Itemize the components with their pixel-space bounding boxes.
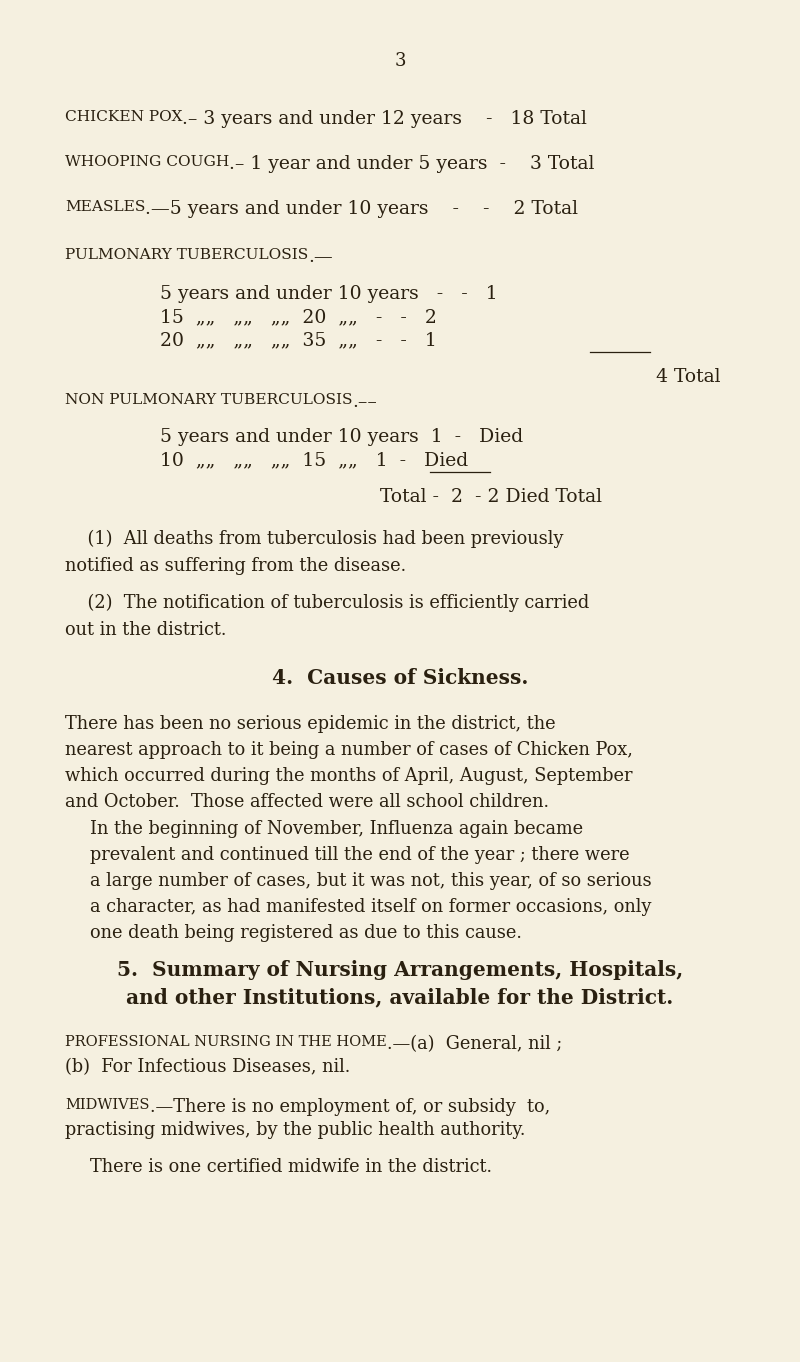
- Text: (1)  All deaths from tuberculosis had been previously
notified as suffering from: (1) All deaths from tuberculosis had bee…: [65, 530, 563, 575]
- Text: There is one certified midwife in the district.: There is one certified midwife in the di…: [90, 1158, 492, 1175]
- Text: WHOOPING COUGH: WHOOPING COUGH: [65, 155, 230, 169]
- Text: practising midwives, by the public health authority.: practising midwives, by the public healt…: [65, 1121, 526, 1139]
- Text: Total -  2  - 2 Died Total: Total - 2 - 2 Died Total: [380, 488, 602, 507]
- Text: 5 years and under 10 years  1  -   Died: 5 years and under 10 years 1 - Died: [160, 428, 523, 445]
- Text: PULMONARY TUBERCULOSIS: PULMONARY TUBERCULOSIS: [65, 248, 308, 262]
- Text: In the beginning of November, Influenza again became
prevalent and continued til: In the beginning of November, Influenza …: [90, 820, 652, 943]
- Text: and other Institutions, available for the District.: and other Institutions, available for th…: [126, 987, 674, 1007]
- Text: (b)  For Infectious Diseases, nil.: (b) For Infectious Diseases, nil.: [65, 1058, 350, 1076]
- Text: 5 years and under 10 years   -   -   1: 5 years and under 10 years - - 1: [160, 285, 498, 302]
- Text: NON PULMONARY TUBERCULOSIS: NON PULMONARY TUBERCULOSIS: [65, 394, 353, 407]
- Text: .—There is no employment of, or subsidy  to,: .—There is no employment of, or subsidy …: [150, 1098, 550, 1115]
- Text: 20  „„   „„   „„  35  „„   -   -   1: 20 „„ „„ „„ 35 „„ - - 1: [160, 331, 437, 349]
- Text: .––: .––: [353, 394, 378, 411]
- Text: .– 3 years and under 12 years    -   18 Total: .– 3 years and under 12 years - 18 Total: [182, 110, 587, 128]
- Text: .—: .—: [308, 248, 333, 266]
- Text: 15  „„   „„   „„  20  „„   -   -   2: 15 „„ „„ „„ 20 „„ - - 2: [160, 308, 437, 326]
- Text: 5.  Summary of Nursing Arrangements, Hospitals,: 5. Summary of Nursing Arrangements, Hosp…: [117, 960, 683, 981]
- Text: MEASLES: MEASLES: [65, 200, 146, 214]
- Text: There has been no serious epidemic in the district, the
nearest approach to it b: There has been no serious epidemic in th…: [65, 715, 633, 812]
- Text: MIDWIVES: MIDWIVES: [65, 1098, 150, 1111]
- Text: 4.  Causes of Sickness.: 4. Causes of Sickness.: [272, 667, 528, 688]
- Text: .– 1 year and under 5 years  -    3 Total: .– 1 year and under 5 years - 3 Total: [230, 155, 594, 173]
- Text: 4 Total: 4 Total: [656, 368, 721, 385]
- Text: 3: 3: [394, 52, 406, 69]
- Text: 10  „„   „„   „„  15  „„   1  -   Died: 10 „„ „„ „„ 15 „„ 1 - Died: [160, 451, 468, 469]
- Text: PROFESSIONAL NURSING IN THE HOME: PROFESSIONAL NURSING IN THE HOME: [65, 1035, 386, 1049]
- Text: (2)  The notification of tuberculosis is efficiently carried
out in the district: (2) The notification of tuberculosis is …: [65, 594, 590, 639]
- Text: .—(a)  General, nil ;: .—(a) General, nil ;: [386, 1035, 562, 1053]
- Text: .—5 years and under 10 years    -    -    2 Total: .—5 years and under 10 years - - 2 Total: [146, 200, 578, 218]
- Text: CHICKEN POX: CHICKEN POX: [65, 110, 182, 124]
